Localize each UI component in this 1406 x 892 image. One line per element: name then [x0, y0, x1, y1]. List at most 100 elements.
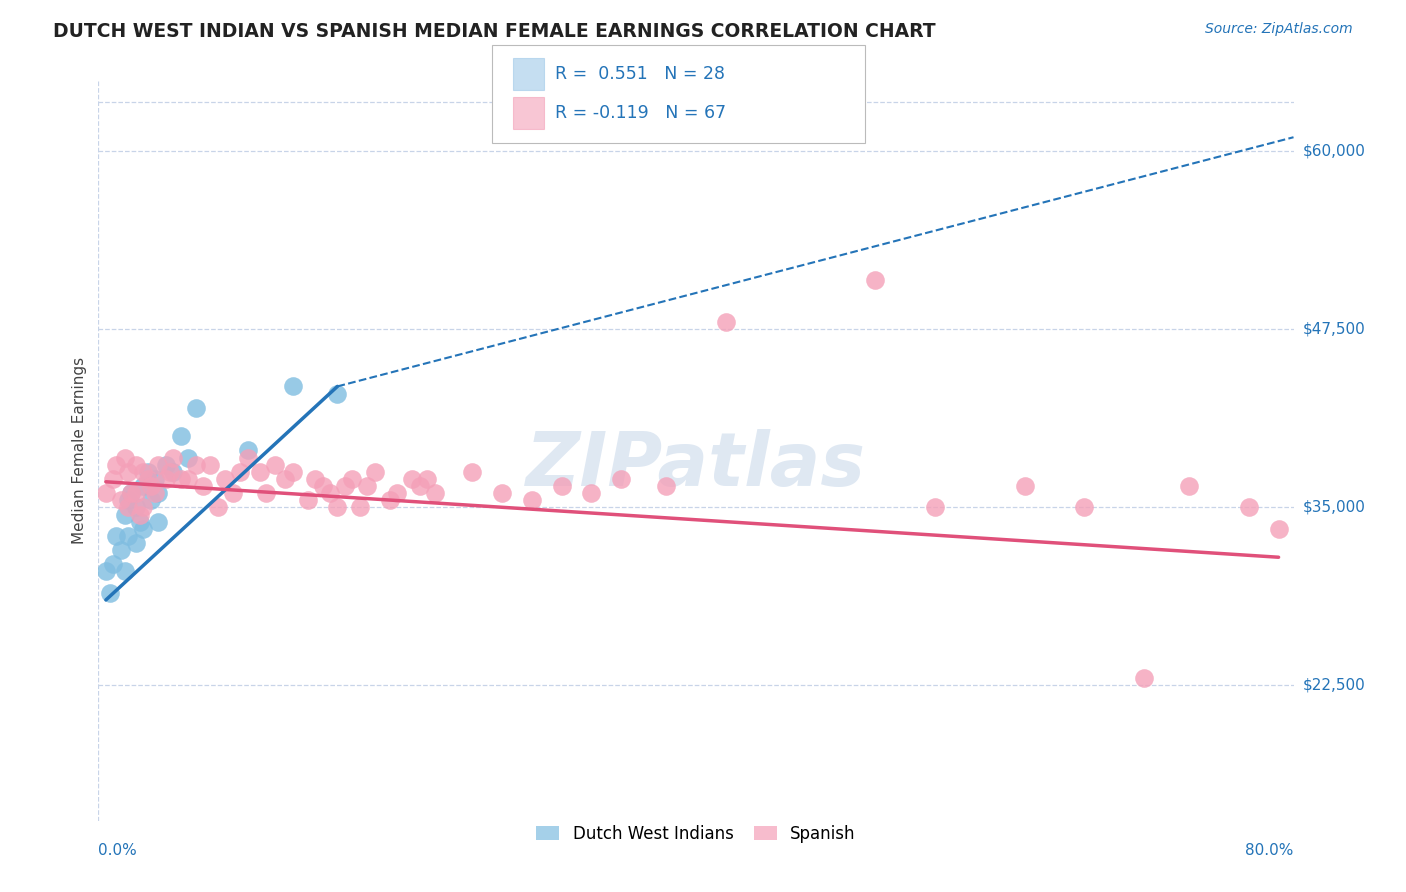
Point: [191, 479, 214, 493]
Point: [520, 493, 543, 508]
Text: 0.0%: 0.0%: [98, 843, 138, 858]
Point: [423, 486, 446, 500]
Point: [1073, 500, 1095, 515]
Point: [326, 386, 349, 401]
Point: [117, 500, 139, 515]
Point: [148, 458, 170, 472]
Point: [125, 500, 148, 515]
Point: [214, 472, 236, 486]
Point: [865, 272, 887, 286]
Point: [207, 500, 229, 515]
Point: [155, 472, 177, 486]
Point: [200, 458, 222, 472]
Point: [114, 508, 136, 522]
Text: $35,000: $35,000: [1303, 500, 1367, 515]
Point: [378, 493, 401, 508]
Text: DUTCH WEST INDIAN VS SPANISH MEDIAN FEMALE EARNINGS CORRELATION CHART: DUTCH WEST INDIAN VS SPANISH MEDIAN FEMA…: [53, 22, 936, 41]
Point: [169, 429, 191, 443]
Point: [714, 315, 737, 329]
Point: [155, 458, 177, 472]
Point: [117, 465, 139, 479]
Point: [184, 401, 207, 415]
Point: [311, 479, 333, 493]
Point: [1267, 522, 1289, 536]
Point: [117, 493, 139, 508]
Point: [356, 479, 378, 493]
Point: [491, 486, 513, 500]
Point: [349, 500, 371, 515]
Point: [162, 450, 184, 465]
Text: $22,500: $22,500: [1303, 678, 1365, 693]
Point: [401, 472, 423, 486]
Point: [125, 458, 148, 472]
Point: [274, 472, 297, 486]
Point: [333, 479, 356, 493]
Point: [105, 458, 128, 472]
Point: [222, 486, 245, 500]
Text: R =  0.551   N = 28: R = 0.551 N = 28: [555, 65, 725, 83]
Point: [148, 486, 170, 500]
Point: [254, 486, 277, 500]
Point: [143, 486, 166, 500]
Point: [1237, 500, 1260, 515]
Point: [103, 472, 125, 486]
Point: [105, 529, 128, 543]
Point: [159, 465, 181, 479]
Point: [132, 500, 155, 515]
Text: ZIPatlas: ZIPatlas: [526, 429, 866, 502]
Text: Source: ZipAtlas.com: Source: ZipAtlas.com: [1205, 22, 1353, 37]
Point: [98, 586, 122, 600]
Point: [177, 472, 200, 486]
Point: [581, 486, 603, 500]
Point: [132, 465, 155, 479]
Point: [408, 479, 430, 493]
Text: $47,500: $47,500: [1303, 322, 1365, 337]
Point: [103, 558, 125, 572]
Point: [385, 486, 409, 500]
Point: [139, 479, 162, 493]
Point: [610, 472, 633, 486]
Point: [114, 565, 136, 579]
Point: [1014, 479, 1036, 493]
Point: [169, 472, 191, 486]
Point: [249, 465, 271, 479]
Point: [655, 479, 678, 493]
Point: [263, 458, 285, 472]
Point: [129, 508, 152, 522]
Point: [177, 450, 200, 465]
Text: R = -0.119   N = 67: R = -0.119 N = 67: [555, 104, 727, 122]
Point: [1133, 671, 1156, 685]
Point: [136, 465, 159, 479]
Y-axis label: Median Female Earnings: Median Female Earnings: [72, 357, 87, 544]
Point: [110, 493, 132, 508]
Point: [139, 493, 162, 508]
Point: [281, 379, 304, 393]
Point: [924, 500, 946, 515]
Point: [125, 536, 148, 550]
Text: $60,000: $60,000: [1303, 144, 1367, 159]
Point: [281, 465, 304, 479]
Point: [364, 465, 387, 479]
Point: [94, 565, 117, 579]
Legend: Dutch West Indians, Spanish: Dutch West Indians, Spanish: [530, 818, 862, 849]
Point: [132, 479, 155, 493]
Point: [162, 465, 184, 479]
Point: [120, 486, 142, 500]
Point: [114, 450, 136, 465]
Point: [326, 500, 349, 515]
Point: [297, 493, 319, 508]
Point: [236, 443, 259, 458]
Text: 80.0%: 80.0%: [1246, 843, 1294, 858]
Point: [461, 465, 484, 479]
Point: [229, 465, 252, 479]
Point: [184, 458, 207, 472]
Point: [136, 472, 159, 486]
Point: [148, 515, 170, 529]
Point: [129, 515, 152, 529]
Point: [236, 450, 259, 465]
Point: [117, 529, 139, 543]
Point: [342, 472, 364, 486]
Point: [550, 479, 572, 493]
Point: [110, 543, 132, 558]
Point: [319, 486, 342, 500]
